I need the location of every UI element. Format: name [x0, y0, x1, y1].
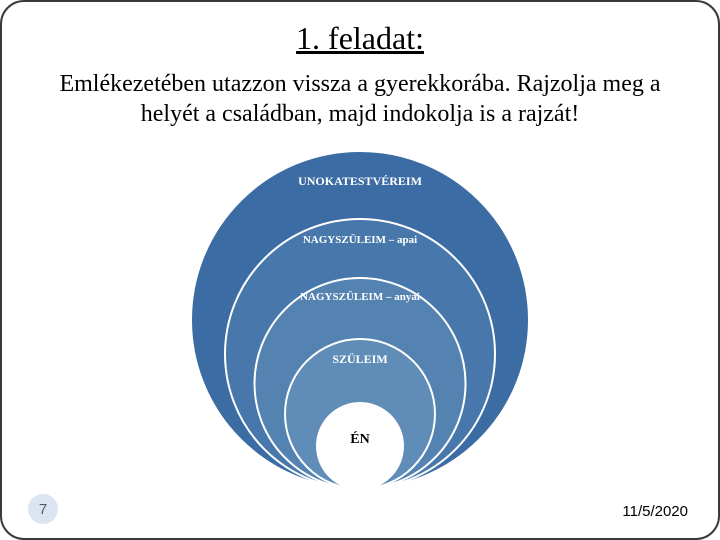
slide-date: 11/5/2020 [622, 503, 688, 520]
nested-circle-diagram: UNOKATESTVÉREIM NAGYSZÜLEIM – apai NAGYSZÜ… [190, 150, 530, 490]
slide-subtitle: Emlékezetében utazzon vissza a gyerekkor… [36, 69, 684, 129]
diagram-container: UNOKATESTVÉREIM NAGYSZÜLEIM – apai NAGYSZÜ… [2, 150, 718, 490]
circle-label-2: NAGYSZÜLEIM – anyai [300, 291, 420, 303]
circle-label-4: ÉN [350, 432, 369, 448]
page-number-badge: 7 [28, 494, 58, 524]
circle-layer-4: ÉN [316, 402, 404, 490]
circle-label-1: NAGYSZÜLEIM – apai [303, 234, 417, 246]
slide-title: 1. feladat: [30, 20, 690, 57]
circle-label-3: SZÜLEIM [332, 352, 387, 367]
circle-label-0: UNOKATESTVÉREIM [298, 174, 422, 189]
slide-frame: 1. feladat: Emlékezetében utazzon vissza… [0, 0, 720, 540]
